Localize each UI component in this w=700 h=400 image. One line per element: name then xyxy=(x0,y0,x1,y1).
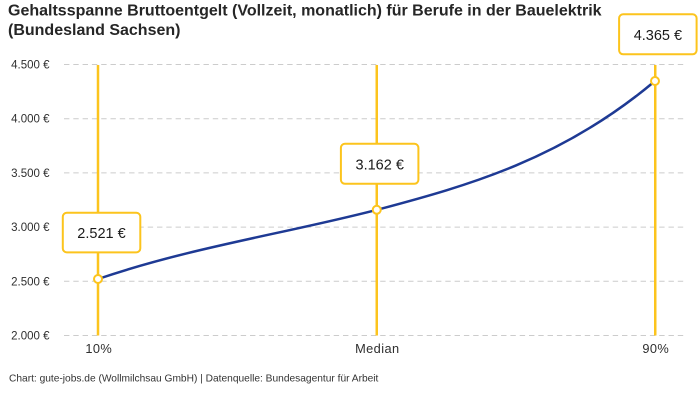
svg-text:Chart: gute-jobs.de (Wollmilch: Chart: gute-jobs.de (Wollmilchsau GmbH) … xyxy=(9,374,379,385)
svg-text:3.162 €: 3.162 € xyxy=(356,157,404,173)
svg-text:4.000 €: 4.000 € xyxy=(11,114,50,126)
svg-text:4.365 €: 4.365 € xyxy=(634,28,682,44)
svg-text:2.000 €: 2.000 € xyxy=(11,331,50,343)
svg-text:3.000 €: 3.000 € xyxy=(11,222,50,234)
svg-text:10%: 10% xyxy=(85,341,112,356)
svg-text:(Bundesland Sachsen): (Bundesland Sachsen) xyxy=(8,22,180,39)
svg-text:2.521 €: 2.521 € xyxy=(77,226,125,242)
svg-text:3.500 €: 3.500 € xyxy=(11,168,50,180)
svg-text:Median: Median xyxy=(355,341,399,356)
svg-text:Gehaltsspanne Bruttoentgelt (V: Gehaltsspanne Bruttoentgelt (Vollzeit, m… xyxy=(8,3,602,20)
svg-text:2.500 €: 2.500 € xyxy=(11,276,50,288)
svg-text:90%: 90% xyxy=(642,341,669,356)
svg-text:4.500 €: 4.500 € xyxy=(11,60,50,72)
